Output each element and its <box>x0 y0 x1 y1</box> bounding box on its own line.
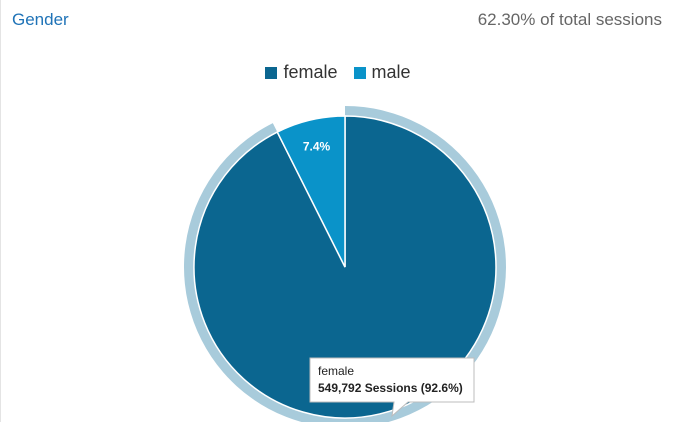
legend-label-female: female <box>283 62 338 82</box>
chart-title: Gender <box>12 10 69 29</box>
legend-item-female[interactable]: female <box>265 62 338 83</box>
pie-slice-male[interactable] <box>276 115 346 268</box>
tooltip-detail: 549,792 Sessions (92.6%) <box>318 381 463 395</box>
legend-swatch-female <box>265 66 278 79</box>
tooltip-category: female <box>318 364 354 378</box>
tooltip: female 549,792 Sessions (92.6%) <box>309 357 475 418</box>
pie-label-male: 7.4% <box>303 140 331 154</box>
chart-subtitle: 62.30% of total sessions <box>477 10 662 29</box>
chart-legend: female male <box>0 62 676 83</box>
legend-item-male[interactable]: male <box>353 62 411 83</box>
legend-label-male: male <box>371 62 411 82</box>
left-border <box>0 0 1 422</box>
tooltip-box <box>309 357 475 418</box>
legend-swatch-male <box>353 66 366 79</box>
